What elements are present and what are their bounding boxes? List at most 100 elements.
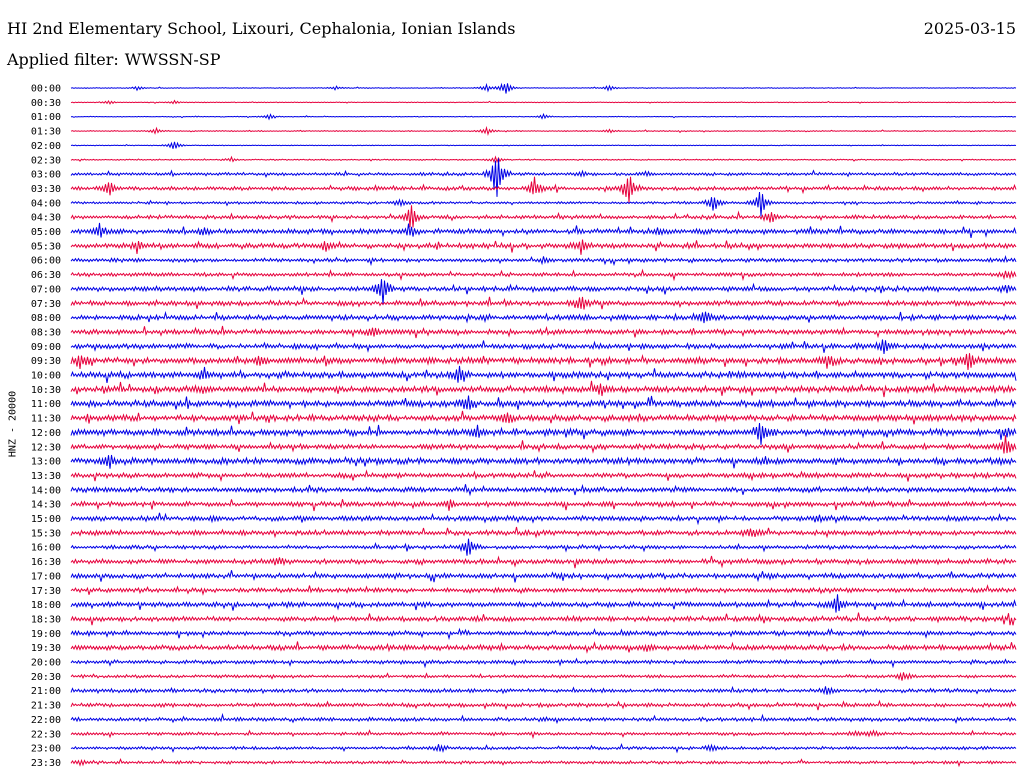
time-label-0530: 05:30 [31,241,61,252]
trace-0300 [70,158,1017,197]
time-label-0500: 05:00 [31,227,61,238]
trace-0730 [70,296,1017,310]
filter-label: Applied filter: [7,50,119,69]
trace-0930 [70,353,1017,370]
time-label-1530: 15:30 [31,528,61,539]
trace-0330 [70,176,1017,203]
trace-2030 [70,671,1017,681]
trace-0200 [70,141,1017,149]
time-label-1400: 14:00 [31,485,61,496]
time-label-1630: 16:30 [31,557,61,568]
time-label-0000: 00:00 [31,84,61,95]
time-label-1830: 18:30 [31,614,61,625]
trace-0800 [70,310,1017,324]
trace-1530 [70,526,1017,539]
time-label-1200: 12:00 [31,428,61,439]
time-label-0430: 04:30 [31,213,61,224]
trace-1730 [70,584,1017,596]
time-label-0830: 08:30 [31,327,61,338]
time-label-0400: 04:00 [31,198,61,209]
trace-1400 [70,483,1017,497]
time-label-1030: 10:30 [31,385,61,396]
time-label-1600: 16:00 [31,543,61,554]
time-label-0700: 07:00 [31,284,61,295]
time-label-2200: 22:00 [31,715,61,726]
trace-1230 [70,435,1017,454]
trace-1830 [70,612,1017,626]
trace-2230 [70,729,1017,740]
time-label-2300: 23:00 [31,744,61,755]
time-label-0930: 09:30 [31,356,61,367]
trace-1500 [70,512,1017,526]
trace-1900 [70,627,1017,641]
trace-1700 [70,570,1017,583]
trace-1800 [70,594,1017,613]
trace-2130 [70,699,1017,711]
time-label-2100: 21:00 [31,686,61,697]
time-label-2000: 20:00 [31,658,61,669]
time-label-1800: 18:00 [31,600,61,611]
time-label-0130: 01:30 [31,127,61,138]
trace-1200 [70,422,1017,445]
trace-1100 [70,395,1017,410]
trace-0830 [70,325,1017,339]
time-label-0300: 03:00 [31,170,61,181]
time-label-0230: 02:30 [31,155,61,166]
time-label-2130: 21:30 [31,701,61,712]
filter-value: WWSSN-SP [124,50,221,69]
time-label-0330: 03:30 [31,184,61,195]
time-label-1130: 11:30 [31,414,61,425]
time-label-0900: 09:00 [31,342,61,353]
time-label-0200: 02:00 [31,141,61,152]
time-label-1700: 17:00 [31,571,61,582]
record-date: 2025-03-15 [923,19,1016,38]
trace-1600 [70,538,1017,556]
trace-1630 [70,555,1017,569]
trace-0100 [70,112,1017,121]
time-label-0600: 06:00 [31,256,61,267]
time-label-1330: 13:30 [31,471,61,482]
trace-1430 [70,499,1017,512]
trace-2330 [70,758,1017,768]
trace-1330 [70,469,1017,483]
trace-0700 [70,279,1017,306]
trace-1030 [70,380,1017,398]
time-label-0730: 07:30 [31,299,61,310]
time-label-1730: 17:30 [31,586,61,597]
time-label-0630: 06:30 [31,270,61,281]
time-label-0800: 08:00 [31,313,61,324]
trace-1130 [70,410,1017,425]
station-title: HI 2nd Elementary School, Lixouri, Cepha… [7,19,516,38]
trace-0530 [70,239,1017,255]
trace-0000 [70,82,1017,94]
time-label-1300: 13:00 [31,457,61,468]
time-label-1430: 14:30 [31,500,61,511]
trace-0400 [70,191,1017,217]
trace-0900 [70,339,1017,355]
time-label-2030: 20:30 [31,672,61,683]
trace-1000 [70,365,1017,383]
trace-0030 [70,99,1017,105]
time-label-1100: 11:00 [31,399,61,410]
time-label-0100: 01:00 [31,112,61,123]
time-label-1230: 12:30 [31,442,61,453]
trace-1930 [70,641,1017,654]
trace-2000 [70,657,1017,669]
trace-0130 [70,125,1017,137]
time-label-2330: 23:30 [31,758,61,769]
time-label-1900: 19:00 [31,629,61,640]
trace-2100 [70,685,1017,696]
time-label-1000: 10:00 [31,371,61,382]
trace-0230 [70,155,1017,164]
trace-0430 [70,205,1017,228]
trace-0600 [70,254,1017,267]
trace-2200 [70,712,1017,725]
time-label-1500: 15:00 [31,514,61,525]
trace-1300 [70,454,1017,469]
time-label-0030: 00:30 [31,98,61,109]
trace-2300 [70,742,1017,754]
time-label-1930: 19:30 [31,643,61,654]
filter-line: Applied filter: WWSSN-SP [7,50,226,69]
trace-0630 [70,268,1017,282]
